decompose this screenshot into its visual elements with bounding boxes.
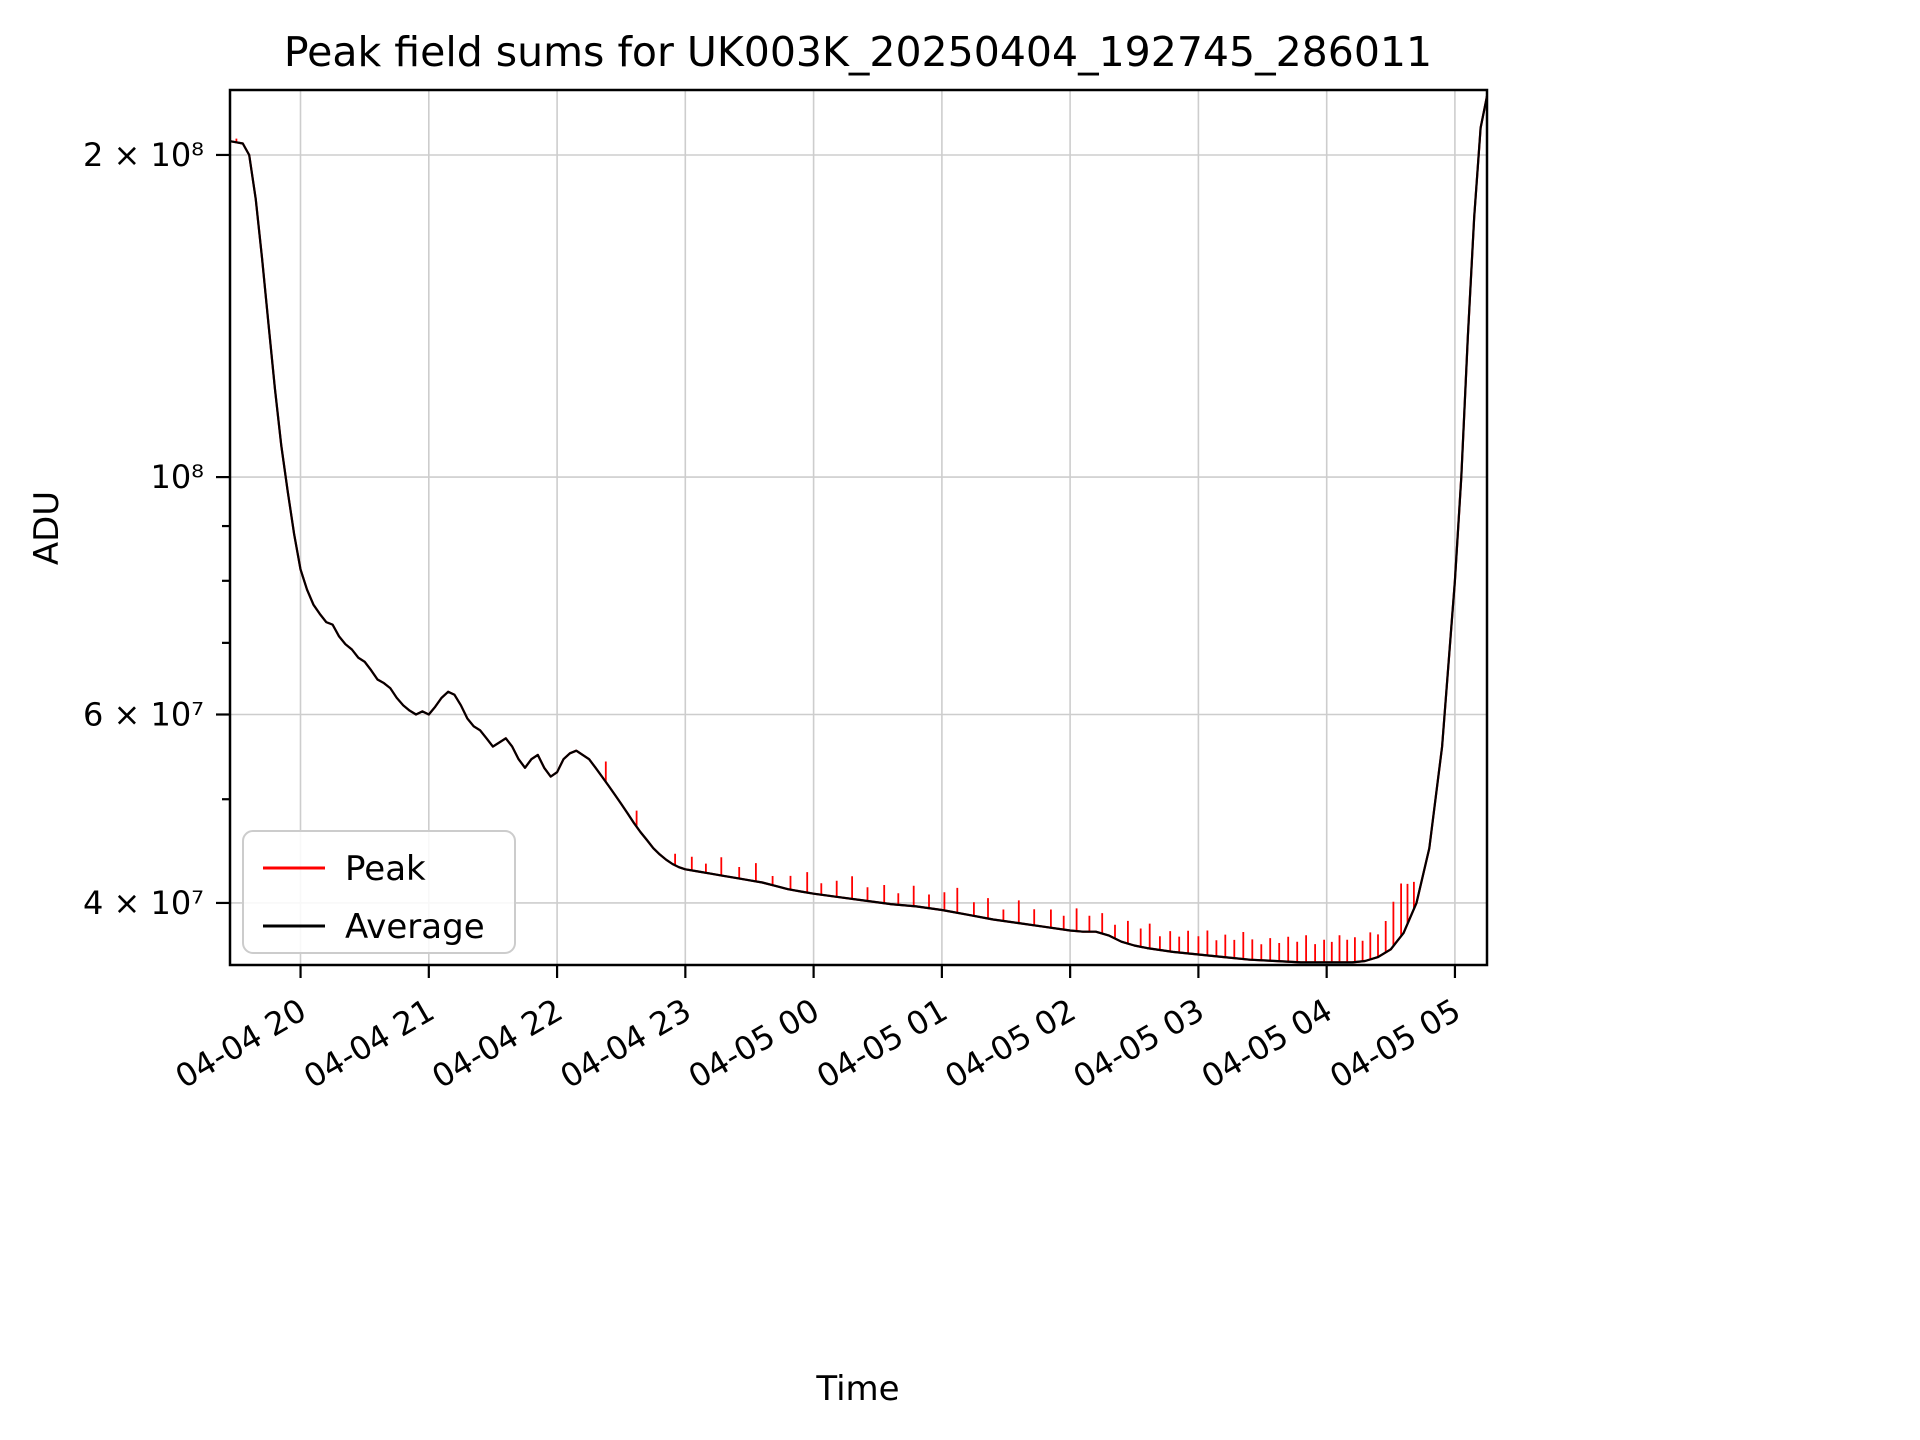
y-tick-label: 10⁸ [150,458,204,496]
axes-border [228,88,1489,967]
x-axis-label: Time [815,1369,899,1409]
series-peak-spikes [235,138,1415,963]
y-tick-label: 6 × 10⁷ [83,696,204,734]
plot-series [229,95,1489,964]
legend-box [242,830,516,954]
y-axis-label: ADU [27,491,67,565]
y-axis-ticks: 2 × 10⁸ 10⁸ 6 × 10⁷ 4 × 10⁷ [83,136,230,922]
legend-label-average: Average [345,907,485,947]
chart-title: Peak field sums for UK003K_20250404_1927… [284,28,1432,76]
legend: Peak Average [242,830,516,954]
series-average-line [229,95,1489,964]
grid-lines [230,90,1487,965]
y-tick-label: 2 × 10⁸ [83,136,204,174]
y-tick-label: 4 × 10⁷ [83,884,204,922]
legend-label-peak: Peak [345,849,426,889]
